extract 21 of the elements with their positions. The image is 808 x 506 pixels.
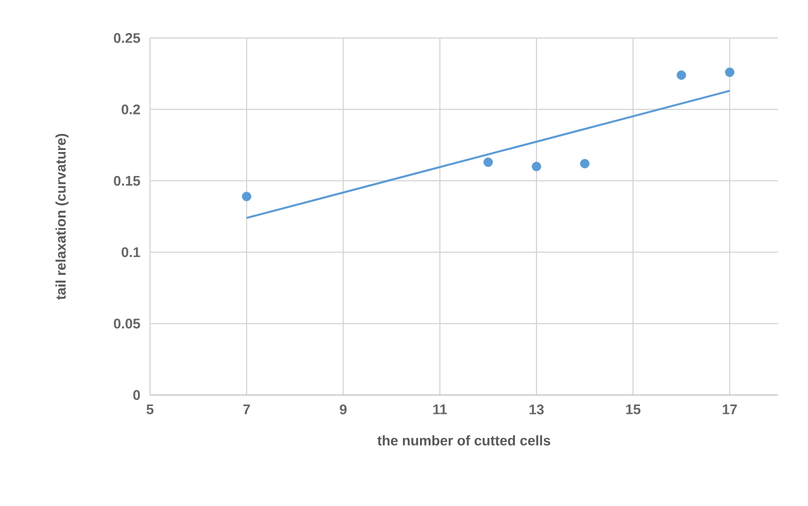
point xyxy=(725,68,734,77)
x-tick-label: 17 xyxy=(722,404,737,414)
point xyxy=(532,162,542,172)
y-tick-label: 0.05 xyxy=(114,318,140,329)
x-tick-label: 11 xyxy=(433,404,447,414)
y-tick-label: 0.2 xyxy=(122,104,140,114)
point xyxy=(242,192,252,202)
x-tick-label: 7 xyxy=(243,404,250,414)
point xyxy=(580,158,590,168)
x-tick-label: 9 xyxy=(340,404,347,414)
x-tick-label: 13 xyxy=(530,404,544,414)
x-tick-label: 15 xyxy=(626,404,640,414)
y-tick-label: 0.25 xyxy=(114,33,140,43)
y-tick-label: 0.15 xyxy=(114,176,140,186)
y-axis-title: tail relaxation (curvature) xyxy=(55,134,68,300)
point xyxy=(676,70,686,80)
x-tick-label: 5 xyxy=(146,404,154,414)
point xyxy=(483,158,493,167)
y-tick-label: 0.1 xyxy=(122,247,140,258)
x-axis-title: the number of cutted cells xyxy=(377,435,550,446)
y-tick-label: 0 xyxy=(133,390,140,400)
